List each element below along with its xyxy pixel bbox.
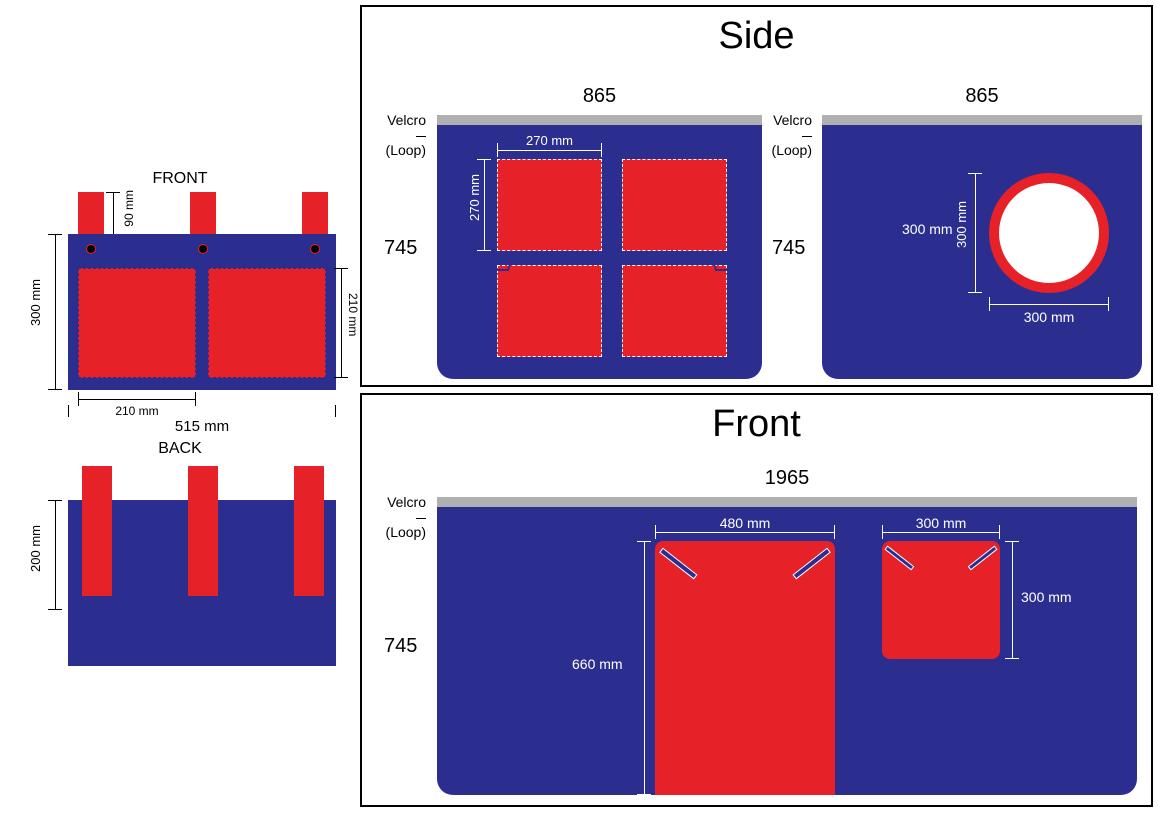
velcro-strip-a xyxy=(437,115,762,125)
sq-tr xyxy=(622,159,727,251)
velcro-label-a: Velcro (Loop) xyxy=(376,113,426,158)
porthole xyxy=(989,173,1109,293)
win-w-dim: 300 mm xyxy=(882,519,1000,537)
side-panel-b: 300 mm 300 mm 300 mm xyxy=(822,115,1142,379)
win-tie-r xyxy=(968,546,998,571)
dim-300-label: 300 mm xyxy=(28,279,43,326)
sq-bl xyxy=(497,265,602,357)
front-width: 1965 xyxy=(437,467,1137,490)
dim-210-h: 210 mm xyxy=(338,268,358,378)
door xyxy=(655,541,835,795)
pocket-2 xyxy=(208,268,326,378)
pocket-front-panel: FRONT 90 mm 300 mm 210 mm 210 xyxy=(20,170,340,420)
circ-v-dim: 300 mm 300 mm xyxy=(958,173,982,293)
side-b-height: 745 xyxy=(772,237,805,260)
circ-h-label: 300 mm xyxy=(989,309,1109,325)
sq-h-label: 270 mm xyxy=(467,174,482,221)
dim-200-label: 200 mm xyxy=(28,525,43,572)
circ-v-label2: 300 mm xyxy=(902,221,953,237)
front-velcro-label: Velcro (Loop) xyxy=(376,495,426,540)
tab-3 xyxy=(302,192,328,236)
dim-300-panel: 300 mm xyxy=(32,234,62,390)
front-height: 745 xyxy=(384,635,417,658)
win-h-label: 300 mm xyxy=(1021,589,1072,605)
back-title: BACK xyxy=(20,440,340,458)
porthole-inner xyxy=(999,183,1099,283)
snap-1 xyxy=(86,244,96,254)
side-panel-a: 270 mm 270 mm xyxy=(437,115,762,379)
velcro-strip-front xyxy=(437,497,1137,507)
front-title: FRONT xyxy=(20,170,340,188)
back-tab-1 xyxy=(82,466,112,596)
pocket-body xyxy=(68,234,336,390)
dim-200: 200 mm xyxy=(32,500,62,610)
dim-210-w: 210 mm xyxy=(78,392,196,406)
side-box: Side Velcro (Loop) 865 745 270 mm 270 mm xyxy=(360,5,1153,387)
dim-210h-label: 210 mm xyxy=(346,293,360,336)
side-a-height: 745 xyxy=(384,237,417,260)
dim-tab-height-label: 90 mm xyxy=(122,190,136,227)
sq-w-dim: 270 mm xyxy=(497,137,602,155)
win-h-dim: 300 mm xyxy=(1007,541,1031,659)
front-title: Front xyxy=(362,403,1151,446)
dim-tab-height: 90 mm xyxy=(106,192,124,236)
snap-2 xyxy=(198,244,208,254)
front-panel: 480 mm 660 mm 300 mm xyxy=(437,497,1137,795)
sq-h-dim: 270 mm xyxy=(471,159,491,251)
tab-1 xyxy=(78,192,104,236)
window xyxy=(882,541,1000,659)
pocket-1 xyxy=(78,268,196,378)
velcro-strip-b xyxy=(822,115,1142,125)
circ-v-label: 300 mm xyxy=(954,201,969,248)
side-title: Side xyxy=(362,15,1151,58)
win-w-label: 300 mm xyxy=(882,515,1000,531)
snap-3 xyxy=(310,244,320,254)
door-tie-r xyxy=(792,548,830,580)
door-h-label: 660 mm xyxy=(572,656,623,672)
velcro-label-b: Velcro (Loop) xyxy=(762,113,812,158)
tab-2 xyxy=(190,192,216,236)
side-b-width: 865 xyxy=(822,85,1142,108)
sq-w-label: 270 mm xyxy=(497,133,602,148)
side-a-width: 865 xyxy=(437,85,762,108)
win-tie-l xyxy=(884,546,914,571)
circ-h-dim: 300 mm xyxy=(989,299,1109,323)
door-w-dim: 480 mm xyxy=(655,519,835,537)
sq-br xyxy=(622,265,727,357)
door-tie-l xyxy=(659,548,697,580)
door-w-label: 480 mm xyxy=(655,515,835,531)
front-box: Front Velcro (Loop) 1965 745 480 mm 660 … xyxy=(360,393,1153,807)
door-h-dim: 660 mm xyxy=(627,541,651,795)
dim-515-label: 515 mm xyxy=(68,418,336,435)
pocket-back-panel: BACK 200 mm xyxy=(20,440,340,680)
back-tab-3 xyxy=(294,466,324,596)
sq-tl xyxy=(497,159,602,251)
back-tab-2 xyxy=(188,466,218,596)
